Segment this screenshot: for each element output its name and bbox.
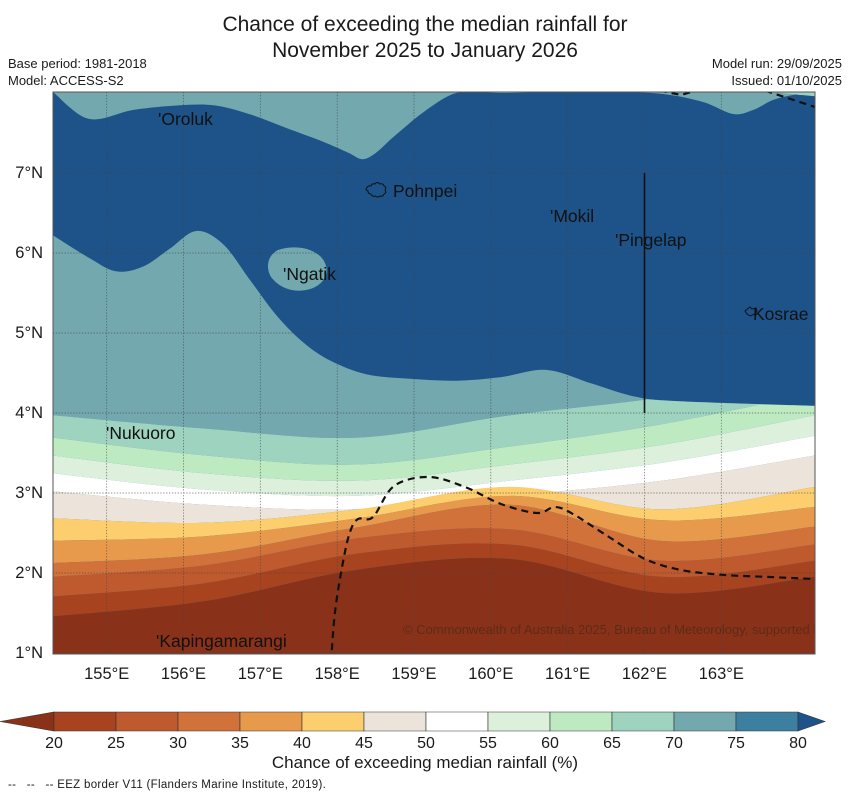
svg-text:45: 45: [355, 735, 373, 752]
svg-text:35: 35: [231, 735, 249, 752]
svg-text:70: 70: [665, 735, 683, 752]
svg-text:55: 55: [479, 735, 497, 752]
svg-text:75: 75: [727, 735, 745, 752]
svg-text:60: 60: [541, 735, 559, 752]
svg-text:30: 30: [169, 735, 187, 752]
svg-text:65: 65: [603, 735, 621, 752]
svg-text:80: 80: [789, 735, 807, 752]
svg-text:20: 20: [45, 735, 63, 752]
svg-text:40: 40: [293, 735, 311, 752]
svg-text:50: 50: [417, 735, 435, 752]
svg-text:25: 25: [107, 735, 125, 752]
